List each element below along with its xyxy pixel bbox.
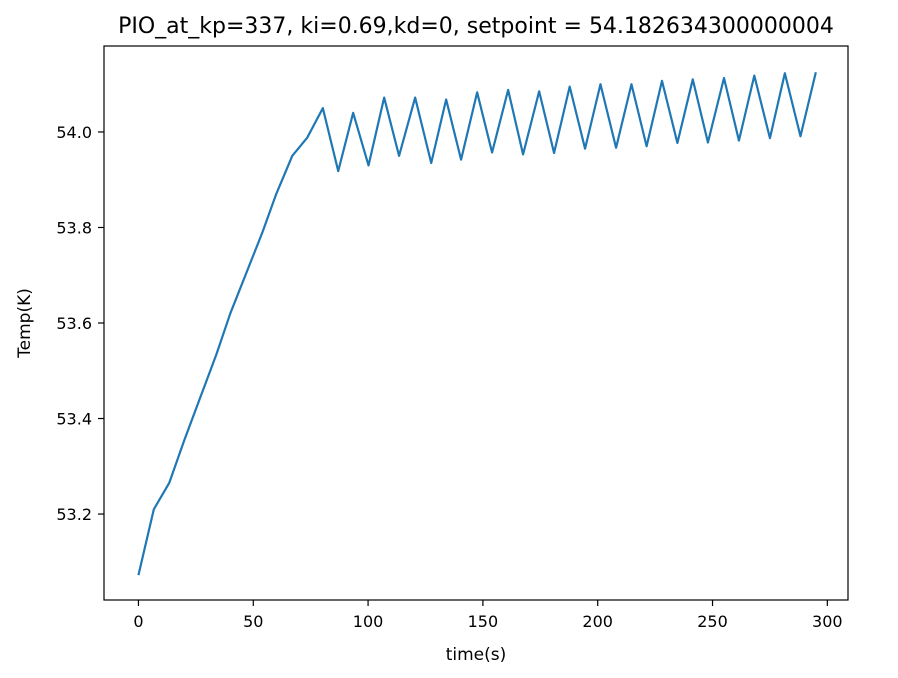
y-tick-label: 54.0 [56,123,92,142]
y-axis: 53.2 53.4 53.6 53.8 54.0 [56,123,104,524]
series-line [137,72,817,576]
x-tick-label: 100 [353,612,384,631]
plot-frame [103,45,849,601]
x-tick-label: 0 [133,612,143,631]
x-axis-label: time(s) [446,645,507,665]
y-tick-label: 53.2 [56,505,92,524]
x-tick-label: 150 [468,612,499,631]
x-tick-label: 300 [812,612,843,631]
y-axis-label: Temp(K) [15,288,35,359]
x-tick-label: 200 [582,612,613,631]
x-tick-label: 50 [243,612,263,631]
series-layer [137,72,817,576]
y-tick-label: 53.8 [56,218,92,237]
chart-title: PIO_at_kp=337, ki=0.69,kd=0, setpoint = … [118,14,834,39]
x-axis: 0 50 100 150 200 250 300 [133,600,843,631]
y-tick-label: 53.4 [56,410,92,429]
y-tick-label: 53.6 [56,314,92,333]
x-tick-label: 250 [697,612,728,631]
